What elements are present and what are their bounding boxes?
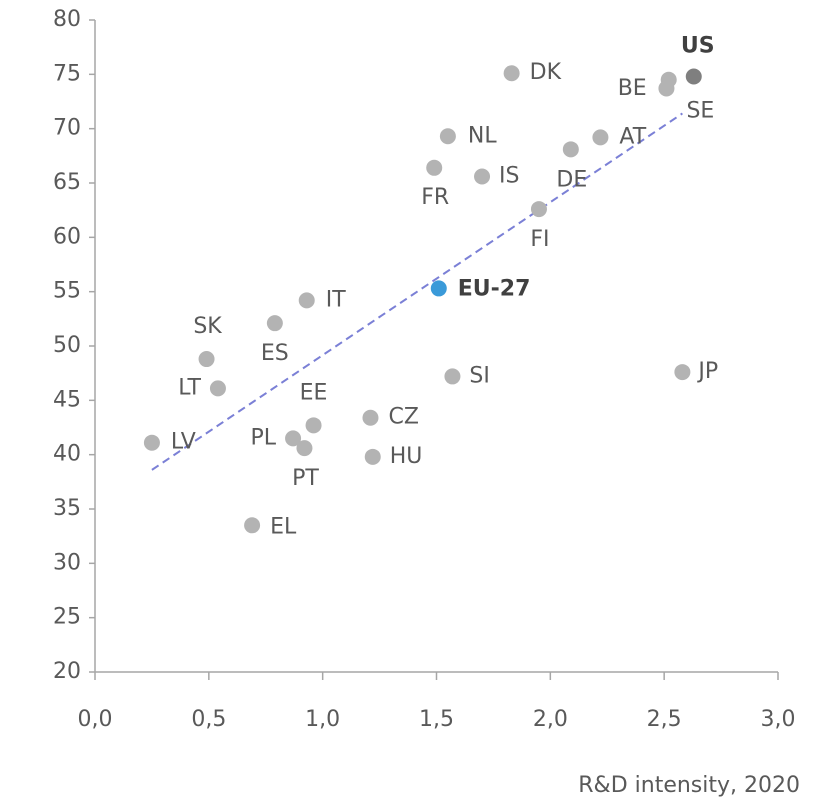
point-label: EE: [300, 380, 328, 405]
point: [658, 80, 675, 97]
point-label: FR: [421, 185, 449, 210]
point: [143, 434, 160, 451]
y-tick-label: 30: [53, 550, 81, 575]
point: [362, 409, 379, 426]
point-label: LT: [178, 375, 201, 400]
point: [296, 440, 313, 457]
point-label: NL: [468, 123, 497, 148]
point-label: PL: [251, 425, 277, 450]
point-label: EU-27: [458, 276, 531, 301]
point-label: FI: [530, 227, 549, 252]
point-label: SK: [193, 314, 222, 339]
x-axis-label: R&D intensity, 2020: [578, 773, 800, 798]
point: [266, 315, 283, 332]
point-label: SI: [469, 363, 489, 388]
point-label: IS: [499, 163, 519, 188]
point-label: ES: [261, 341, 289, 366]
point: [244, 517, 261, 534]
x-tick-label: 0,0: [78, 707, 113, 732]
y-tick-label: 70: [53, 116, 81, 141]
point: [685, 68, 702, 85]
x-tick-label: 1,0: [305, 707, 340, 732]
point-label: IT: [326, 287, 346, 312]
y-tick-label: 75: [53, 61, 81, 86]
point: [430, 280, 447, 297]
point: [305, 417, 322, 434]
point: [674, 364, 691, 381]
point: [209, 380, 226, 397]
point: [426, 159, 443, 176]
x-tick-label: 3,0: [761, 707, 796, 732]
point: [444, 368, 461, 385]
y-tick-label: 40: [53, 442, 81, 467]
y-tick-label: 60: [53, 224, 81, 249]
point: [285, 430, 302, 447]
y-tick-label: 45: [53, 387, 81, 412]
point: [364, 448, 381, 465]
y-tick-label: 50: [53, 333, 81, 358]
point-label: HU: [390, 444, 423, 469]
point-label: JP: [696, 359, 718, 384]
point: [298, 292, 315, 309]
point-label: AT: [619, 124, 646, 149]
y-tick-label: 25: [53, 605, 81, 630]
point-label: SE: [686, 98, 714, 123]
y-tick-label: 65: [53, 170, 81, 195]
point-label: EL: [270, 514, 297, 539]
y-tick-label: 35: [53, 496, 81, 521]
x-tick-label: 0,5: [191, 707, 226, 732]
point-label: PT: [292, 466, 319, 491]
point: [530, 201, 547, 218]
point: [592, 129, 609, 146]
point: [474, 168, 491, 185]
point: [562, 141, 579, 158]
point-label: LV: [171, 430, 196, 455]
y-tick-label: 80: [53, 7, 81, 32]
x-tick-label: 2,0: [533, 707, 568, 732]
point: [198, 351, 215, 368]
point-label: CZ: [388, 405, 418, 430]
point-label: BE: [618, 76, 647, 101]
y-tick-label: 55: [53, 279, 81, 304]
point-label: DE: [556, 167, 587, 192]
point: [503, 65, 520, 82]
point: [439, 128, 456, 145]
point-label: US: [681, 34, 715, 59]
y-tick-label: 20: [53, 659, 81, 684]
x-tick-label: 2,5: [647, 707, 682, 732]
trendline: [151, 112, 683, 471]
x-tick-label: 1,5: [419, 707, 454, 732]
point-label: DK: [530, 60, 562, 85]
